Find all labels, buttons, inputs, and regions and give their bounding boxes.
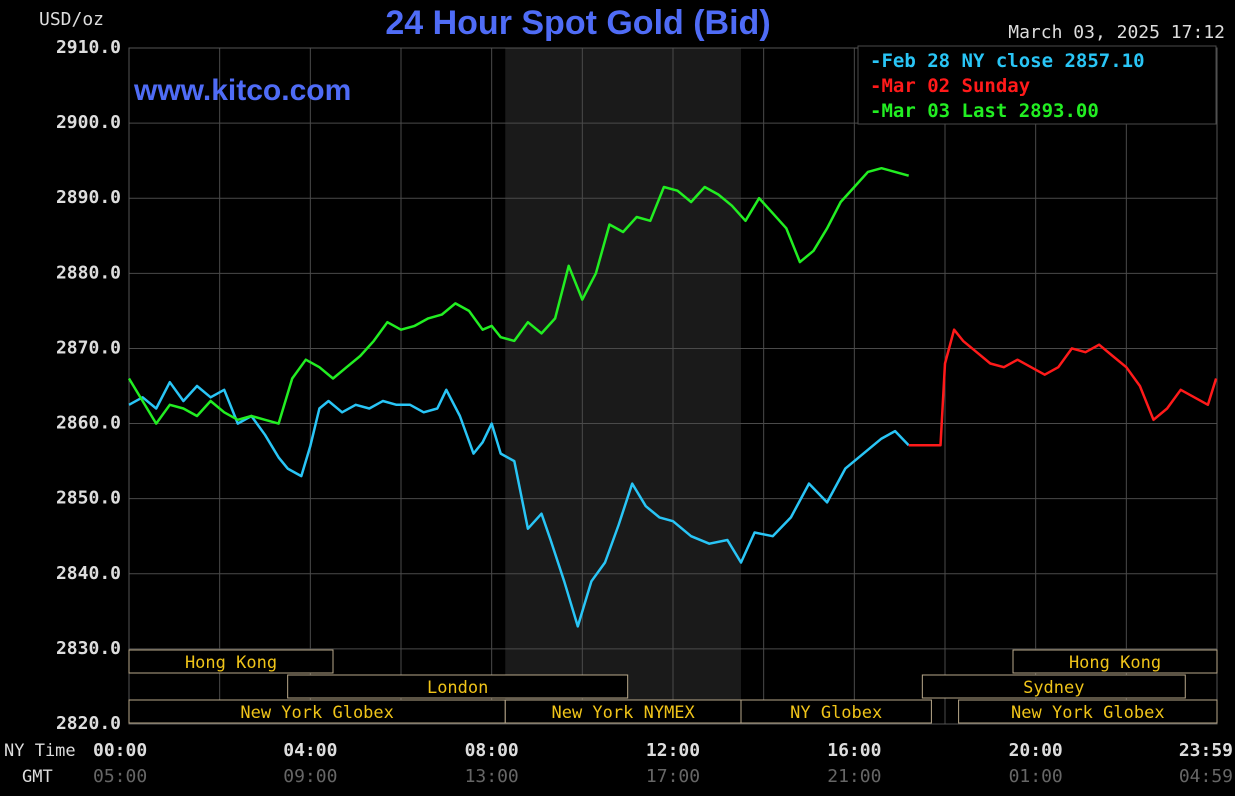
x-tick-label-gmt: 05:00 bbox=[93, 766, 147, 787]
session-bar: Sydney bbox=[921, 674, 1186, 699]
series-line-0 bbox=[128, 380, 910, 628]
y-tick-label: 2830.0 bbox=[56, 638, 121, 659]
session-bar-label: London bbox=[427, 678, 488, 698]
gmt-row-label: GMT bbox=[22, 767, 53, 787]
x-tick-label-gmt: 04:59 bbox=[1179, 766, 1233, 787]
price-series-group bbox=[127, 166, 1218, 628]
x-tick-label-gmt: 21:00 bbox=[827, 766, 881, 787]
legend-entry: -Feb 28 NY close 2857.10 bbox=[870, 50, 1145, 72]
y-tick-label: 2870.0 bbox=[56, 337, 121, 358]
x-tick-label-ny: 20:00 bbox=[1009, 740, 1063, 761]
x-tick-label-gmt: 17:00 bbox=[646, 766, 700, 787]
y-tick-label: 2840.0 bbox=[56, 563, 121, 584]
x-tick-label-gmt: 01:00 bbox=[1009, 766, 1063, 787]
y-tick-label: 2900.0 bbox=[56, 112, 121, 133]
y-tick-label: 2880.0 bbox=[56, 262, 121, 283]
legend-box bbox=[857, 45, 1217, 125]
y-tick-label: 2890.0 bbox=[56, 187, 121, 208]
plot-frame bbox=[128, 47, 1218, 725]
x-tick-label-ny: 16:00 bbox=[827, 740, 881, 761]
x-tick-label-ny: 04:00 bbox=[283, 740, 337, 761]
chart-legend: -Feb 28 NY close 2857.10 -Mar 02 Sunday -M… bbox=[857, 45, 1217, 125]
chart-title: 24 Hour Spot Gold (Bid) bbox=[385, 4, 770, 42]
session-bar-box bbox=[128, 649, 334, 674]
session-bar-label: NY Globex bbox=[790, 703, 882, 723]
session-bar: London bbox=[287, 674, 629, 699]
session-bar: NY Globex bbox=[740, 699, 932, 724]
session-bar-label: Sydney bbox=[1023, 678, 1084, 698]
market-session-bars: Hong Kong London New York Globex New York N… bbox=[128, 649, 1218, 724]
x-axis-tick-labels: 00:00 05:00 04:00 09:00 08:00 13:00 12:00 17:00… bbox=[93, 740, 1233, 787]
session-bar: New York Globex bbox=[128, 699, 506, 724]
legend-entry: -Mar 03 Last 2893.00 bbox=[870, 100, 1099, 122]
series-line-2 bbox=[127, 166, 910, 425]
session-bar-label: New York Globex bbox=[1011, 703, 1165, 723]
chart-timestamp: March 03, 2025 17:12 bbox=[1008, 22, 1225, 43]
session-bar-box bbox=[1012, 649, 1218, 674]
session-bar: Hong Kong bbox=[128, 649, 334, 674]
session-bar-label: New York NYMEX bbox=[551, 703, 695, 723]
kitco-watermark: www.kitco.com bbox=[133, 74, 351, 107]
x-tick-label-gmt: 09:00 bbox=[283, 766, 337, 787]
legend-entry: -Mar 02 Sunday bbox=[870, 75, 1030, 97]
session-bar-box bbox=[921, 674, 1186, 699]
y-tick-label: 2850.0 bbox=[56, 488, 121, 509]
y-tick-label: 2820.0 bbox=[56, 713, 121, 734]
session-bar-label: Hong Kong bbox=[1069, 653, 1161, 673]
session-bar-label: Hong Kong bbox=[185, 653, 277, 673]
ny-time-row-label: NY Time bbox=[4, 741, 76, 761]
x-tick-label-gmt: 13:00 bbox=[465, 766, 519, 787]
session-bar-label: New York Globex bbox=[240, 703, 394, 723]
y-axis-tick-labels: 2910.0 2900.0 2890.0 2880.0 2870.0 2860.0 2850… bbox=[56, 37, 121, 734]
series-line-1 bbox=[908, 328, 1218, 447]
session-bar-box bbox=[287, 674, 629, 699]
session-bar-box bbox=[740, 699, 932, 724]
x-tick-label-ny: 12:00 bbox=[646, 740, 700, 761]
session-bar-box bbox=[958, 699, 1218, 724]
y-tick-label: 2860.0 bbox=[56, 413, 121, 434]
session-bar: New York Globex bbox=[958, 699, 1218, 724]
x-tick-label-ny: 00:00 bbox=[93, 740, 147, 761]
session-bar: Hong Kong bbox=[1012, 649, 1218, 674]
nymex-session-shade bbox=[505, 48, 741, 724]
y-unit-label: USD/oz bbox=[39, 9, 104, 30]
x-tick-label-ny: 23:59 bbox=[1179, 740, 1233, 761]
session-bar: New York NYMEX bbox=[504, 699, 742, 724]
y-tick-label: 2910.0 bbox=[56, 37, 121, 58]
x-tick-label-ny: 08:00 bbox=[465, 740, 519, 761]
